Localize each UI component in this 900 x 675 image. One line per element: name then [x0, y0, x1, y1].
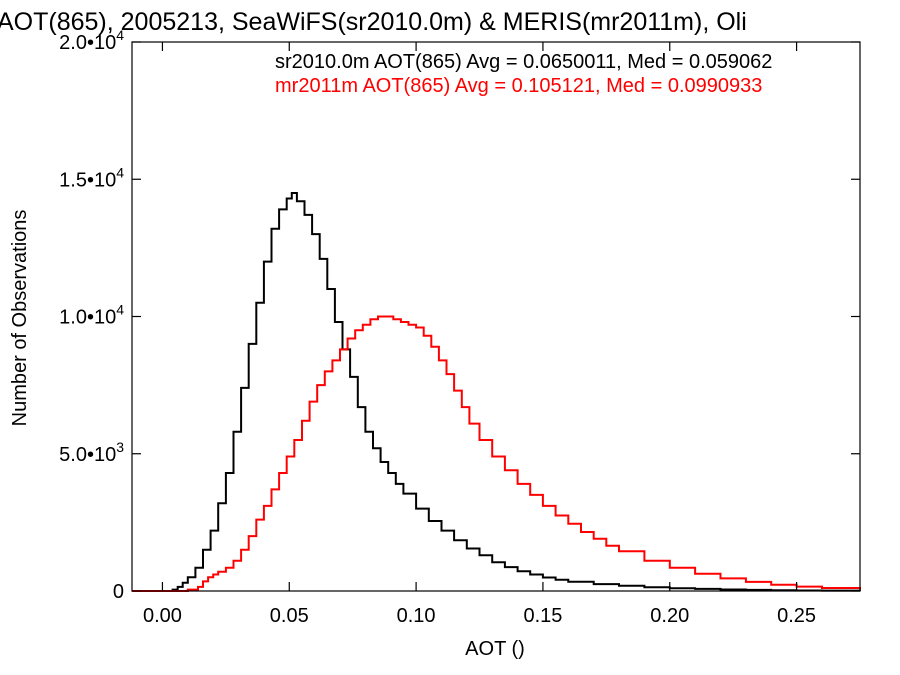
stats-legend: sr2010.0m AOT(865) Avg = 0.0650011, Med … [275, 51, 772, 97]
x-tick-label: 0.25 [777, 605, 816, 627]
stats-line-1: sr2010.0m AOT(865) Avg = 0.0650011, Med … [275, 51, 772, 73]
y-tick-label: 1.5•104 [59, 164, 124, 191]
y-axis-label: Number of Observations [9, 210, 31, 427]
series-layer [132, 192, 861, 592]
x-tick-label: 0.05 [270, 605, 309, 627]
x-tick-label: 0.00 [143, 605, 182, 627]
plot-frame [131, 41, 861, 592]
ticks-layer: 0.00 0.05 0.10 0.15 0.20 0.25 0 5.0•103 1.0•104 1… [59, 27, 860, 627]
y-tick-label: 0 [113, 581, 124, 603]
y-tick-label: 2.0•104 [59, 27, 124, 54]
x-tick-label: 0.15 [523, 605, 562, 627]
series-1-line [132, 192, 861, 592]
x-tick-label: 0.10 [397, 605, 436, 627]
chart-title: AOT(865), 2005213, SeaWiFS(sr2010.0m) & … [0, 8, 747, 36]
y-tick-label: 1.0•104 [59, 302, 124, 329]
series-2-line [132, 315, 861, 592]
x-tick-label: 0.20 [650, 605, 689, 627]
y-tick-label: 5.0•103 [59, 439, 124, 466]
x-axis-label: AOT () [465, 638, 525, 660]
stats-line-2: mr2011m AOT(865) Avg = 0.105121, Med = 0… [275, 75, 762, 97]
